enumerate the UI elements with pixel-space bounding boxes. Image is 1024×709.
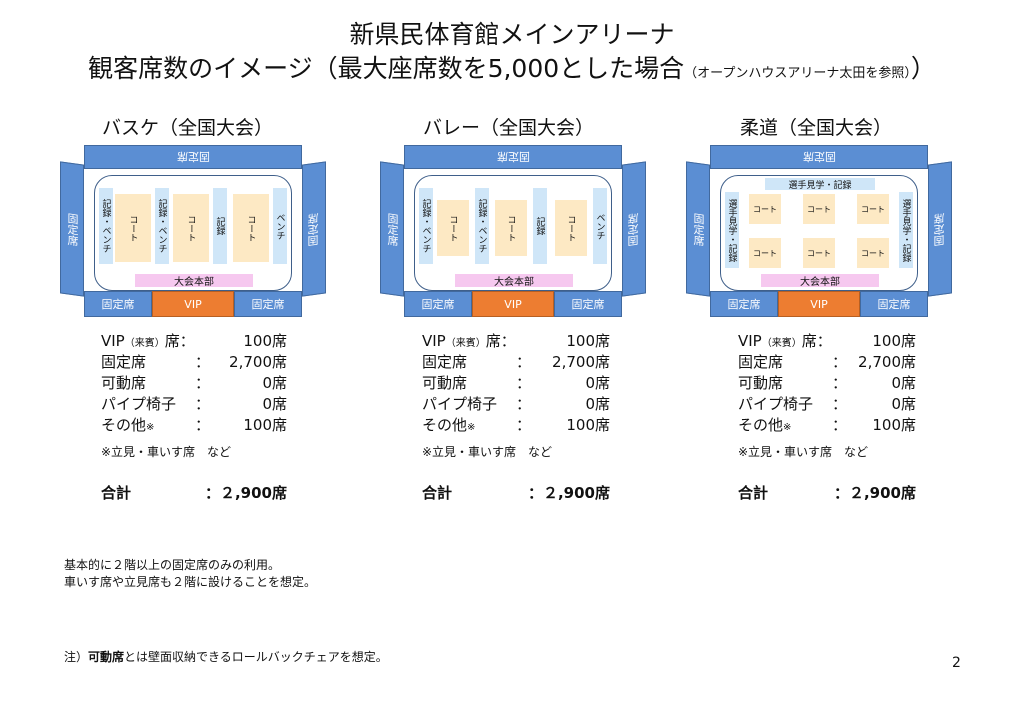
diagram-judo: 固定席 固定席 固定席 選手見学・記録 選手見学・記録 選手見学・記録 コート … (686, 145, 952, 317)
fixed-seat-bottom-right: 固定席 (234, 291, 302, 317)
seat-row-other: その他※： 100席 (101, 416, 287, 434)
tournament-hq: 大会本部 (761, 274, 879, 288)
record-bench-strip: 記録・ベンチ (419, 188, 433, 264)
record-strip: 記録 (533, 188, 547, 264)
seat-row-pipe-chair: パイプ椅子： 0席 (738, 395, 916, 413)
fixed-seat-bottom-left: 固定席 (710, 291, 778, 317)
spectate-record-strip-top: 選手見学・記録 (765, 178, 875, 191)
section-note: ※立見・車いす席 など (101, 445, 232, 459)
fixed-seat-left: 固定席 (686, 161, 710, 297)
arena-floor: 記録・ベンチ コート 記録・ベンチ コート 記録 コート ベンチ 大会本部 (94, 175, 292, 291)
court: コート (495, 200, 527, 256)
fixed-seat-bottom-left: 固定席 (84, 291, 152, 317)
seat-count-list-basketball: VIP（来賓）席： 100席 固定席： 2,700席 可動席： 0席 パイプ椅子： 0席… (101, 331, 291, 436)
seat-row-pipe-chair: パイプ椅子： 0席 (422, 395, 610, 413)
court: コート (803, 194, 835, 224)
fixed-seat-bottom-left: 固定席 (404, 291, 472, 317)
spectate-record-strip-left: 選手見学・記録 (725, 192, 739, 268)
court: コート (749, 194, 781, 224)
subtitle-main: 観客席数のイメージ（最大座席数を5,000とした場合 (88, 54, 685, 83)
seat-row-other: その他※： 100席 (422, 416, 610, 434)
page-number: 2 (952, 655, 961, 671)
vip-seat: VIP (778, 291, 860, 317)
court: コート (857, 238, 889, 268)
seat-row-fixed: 固定席： 2,700席 (738, 353, 916, 371)
seat-row-vip: VIP（来賓）席： 100席 (738, 332, 916, 350)
court: コート (555, 200, 587, 256)
fixed-seat-top: 固定席 (404, 145, 622, 169)
spectate-record-strip-right: 選手見学・記録 (899, 192, 913, 268)
subtitle-close: ） (910, 54, 936, 83)
vip-seat: VIP (472, 291, 554, 317)
fixed-seat-top: 固定席 (84, 145, 302, 169)
section-note: ※立見・車いす席 など (738, 445, 869, 459)
fixed-seat-bottom-right: 固定席 (554, 291, 622, 317)
record-bench-strip: 記録・ベンチ (99, 188, 113, 264)
court: コート (803, 238, 835, 268)
record-bench-strip: 記録・ベンチ (155, 188, 169, 264)
seat-row-movable: 可動席： 0席 (422, 374, 610, 392)
court: コート (233, 194, 269, 262)
fixed-seat-top: 固定席 (710, 145, 928, 169)
footer-note: 注）可動席とは壁面収納できるロールバックチェアを想定。 (64, 650, 388, 664)
seat-row-fixed: 固定席： 2,700席 (422, 353, 610, 371)
seat-row-vip: VIP（来賓）席： 100席 (422, 332, 610, 350)
seat-count-list-volleyball: VIP（来賓）席： 100席 固定席： 2,700席 可動席： 0席 パイプ椅子： 0席… (422, 331, 614, 436)
tournament-hq: 大会本部 (455, 274, 573, 288)
diagram-basketball: 固定席 固定席 固定席 記録・ベンチ コート 記録・ベンチ コート 記録 コート… (60, 145, 326, 317)
diagram-volleyball: 固定席 固定席 固定席 記録・ベンチ コート 記録・ベンチ コート 記録 コート… (380, 145, 646, 317)
seat-row-fixed: 固定席： 2,700席 (101, 353, 287, 371)
record-bench-strip: 記録・ベンチ (475, 188, 489, 264)
seat-row-movable: 可動席： 0席 (101, 374, 287, 392)
total-row: 合計 ：２,900席 (101, 484, 287, 502)
fixed-seat-left: 固定席 (380, 161, 404, 297)
court: コート (173, 194, 209, 262)
seat-row-vip: VIP（来賓）席： 100席 (101, 332, 287, 350)
fixed-seat-bottom-right: 固定席 (860, 291, 928, 317)
footer-line-2: 車いす席や立見席も２階に設けることを想定。 (64, 575, 317, 589)
arena-floor: 選手見学・記録 選手見学・記録 選手見学・記録 コート コート コート コート … (720, 175, 918, 291)
section-title-judo: 柔道（全国大会） (740, 117, 893, 139)
bench-strip: ベンチ (593, 188, 607, 264)
footer-line-1: 基本的に２階以上の固定席のみの利用。 (64, 558, 281, 572)
section-title-basketball: バスケ（全国大会） (102, 117, 274, 139)
bench-strip: ベンチ (273, 188, 287, 264)
page-subtitle: 観客席数のイメージ（最大座席数を5,000とした場合（オープンハウスアリーナ太田… (0, 54, 1024, 89)
court: コート (857, 194, 889, 224)
seat-row-other: その他※： 100席 (738, 416, 916, 434)
subtitle-note: （オープンハウスアリーナ太田を参照） (684, 66, 911, 81)
fixed-seat-left: 固定席 (60, 161, 84, 297)
court: コート (115, 194, 151, 262)
record-strip: 記録 (213, 188, 227, 264)
seat-row-pipe-chair: パイプ椅子： 0席 (101, 395, 287, 413)
fixed-seat-right: 固定席 (928, 161, 952, 297)
court: コート (749, 238, 781, 268)
seat-row-movable: 可動席： 0席 (738, 374, 916, 392)
fixed-seat-right: 固定席 (622, 161, 646, 297)
section-note: ※立見・車いす席 など (422, 445, 553, 459)
total-row: 合計 ：２,900席 (738, 484, 916, 502)
arena-floor: 記録・ベンチ コート 記録・ベンチ コート 記録 コート ベンチ 大会本部 (414, 175, 612, 291)
tournament-hq: 大会本部 (135, 274, 253, 288)
page-title: 新県民体育館メインアリーナ (349, 20, 675, 49)
court: コート (437, 200, 469, 256)
section-title-volleyball: バレー（全国大会） (423, 117, 595, 139)
total-row: 合計 ：２,900席 (422, 484, 610, 502)
seat-count-list-judo: VIP（来賓）席： 100席 固定席： 2,700席 可動席： 0席 パイプ椅子： 0席… (738, 331, 920, 436)
fixed-seat-right: 固定席 (302, 161, 326, 297)
vip-seat: VIP (152, 291, 234, 317)
